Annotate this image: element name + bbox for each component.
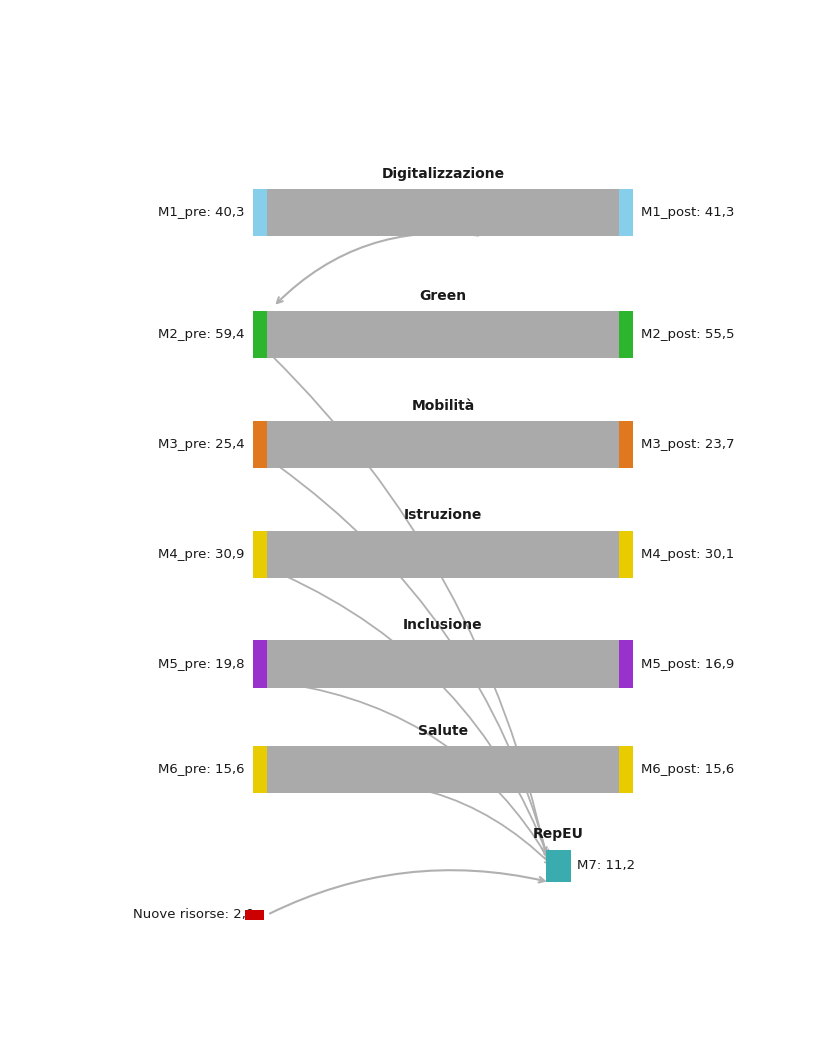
Bar xyxy=(252,189,267,236)
Text: RepEU: RepEU xyxy=(533,828,584,841)
Text: M6_post: 15,6: M6_post: 15,6 xyxy=(641,763,735,776)
Bar xyxy=(267,531,619,578)
Bar xyxy=(619,641,634,688)
Text: M2_post: 55,5: M2_post: 55,5 xyxy=(641,328,735,340)
Text: M1_post: 41,3: M1_post: 41,3 xyxy=(641,206,735,219)
Text: Green: Green xyxy=(420,289,466,302)
Text: M4_post: 30,1: M4_post: 30,1 xyxy=(641,548,735,560)
Bar xyxy=(619,421,634,468)
Text: Mobilità: Mobilità xyxy=(412,398,475,412)
Bar xyxy=(252,641,267,688)
Bar xyxy=(252,311,267,358)
Text: M5_pre: 19,8: M5_pre: 19,8 xyxy=(158,657,245,670)
Text: Salute: Salute xyxy=(418,724,468,738)
Bar xyxy=(252,421,267,468)
Text: Nuove risorse: 2,9: Nuove risorse: 2,9 xyxy=(133,908,254,922)
Bar xyxy=(252,531,267,578)
Bar xyxy=(619,189,634,236)
Text: Istruzione: Istruzione xyxy=(404,508,482,522)
Text: M3_post: 23,7: M3_post: 23,7 xyxy=(641,438,735,450)
Bar xyxy=(245,910,264,920)
Bar xyxy=(267,421,619,468)
Bar xyxy=(619,746,634,794)
Bar xyxy=(267,641,619,688)
Text: Inclusione: Inclusione xyxy=(403,618,483,632)
Bar xyxy=(267,189,619,236)
Text: M1_pre: 40,3: M1_pre: 40,3 xyxy=(158,206,245,219)
Bar xyxy=(252,746,267,794)
Bar xyxy=(546,850,571,883)
Text: M3_pre: 25,4: M3_pre: 25,4 xyxy=(158,438,245,450)
Bar xyxy=(619,311,634,358)
Bar xyxy=(619,531,634,578)
Text: M2_pre: 59,4: M2_pre: 59,4 xyxy=(158,328,245,340)
Text: Digitalizzazione: Digitalizzazione xyxy=(382,167,505,181)
Text: M4_pre: 30,9: M4_pre: 30,9 xyxy=(158,548,245,560)
Text: M5_post: 16,9: M5_post: 16,9 xyxy=(641,657,735,670)
Text: M7: 11,2: M7: 11,2 xyxy=(577,859,636,872)
Bar xyxy=(267,311,619,358)
Bar xyxy=(267,746,619,794)
Text: M6_pre: 15,6: M6_pre: 15,6 xyxy=(158,763,245,776)
